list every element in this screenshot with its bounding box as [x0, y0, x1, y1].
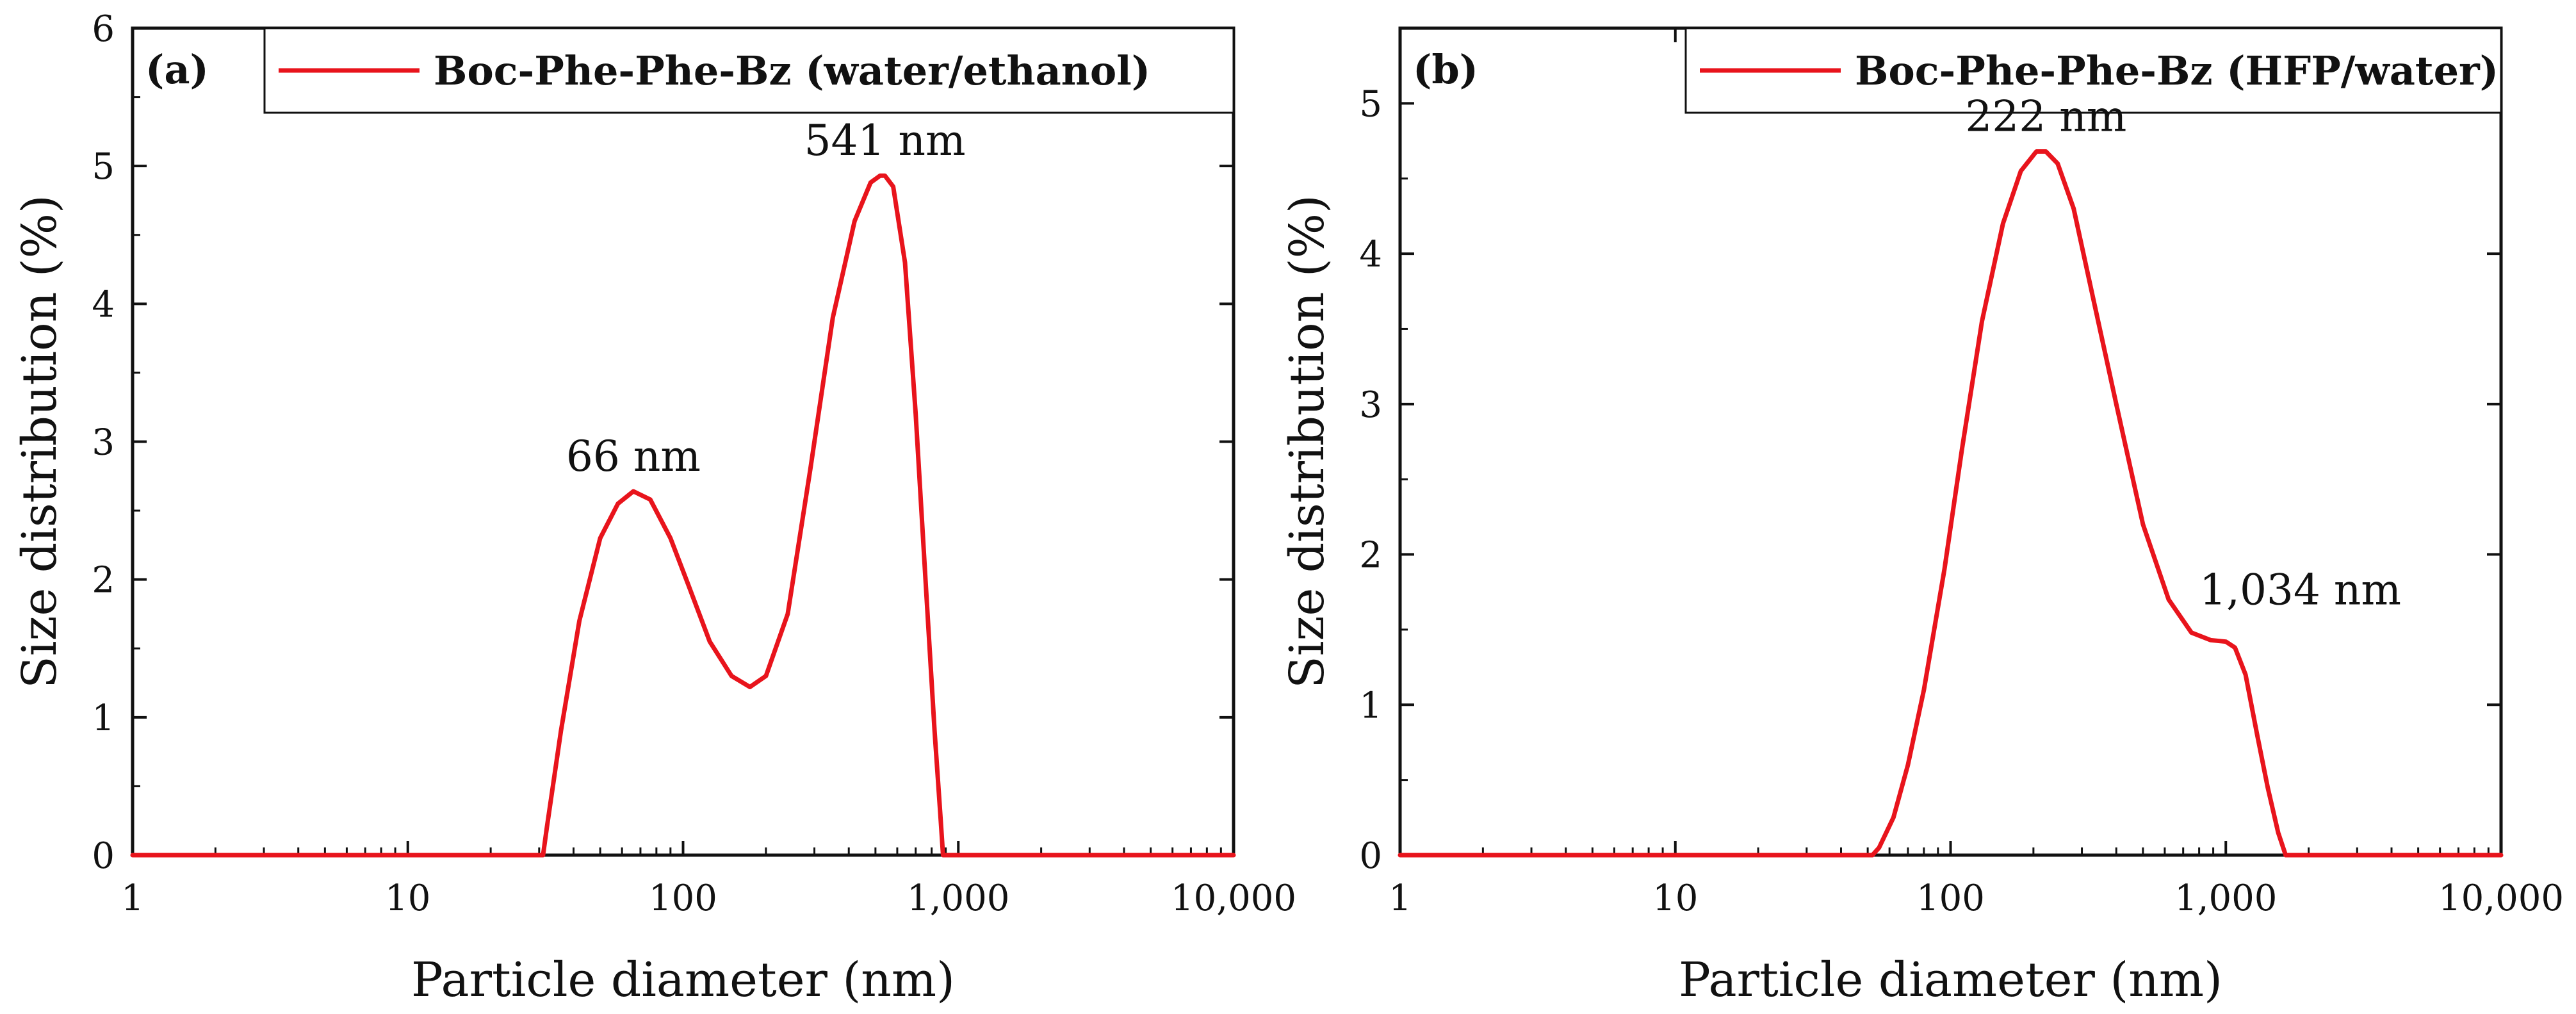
y-tick-label: 3 — [92, 422, 115, 464]
peak-annotation: 222 nm — [1965, 92, 2126, 141]
y-tick-label: 5 — [1359, 83, 1382, 125]
y-tick-label: 4 — [1359, 234, 1382, 275]
x-tick-label: 1,000 — [907, 878, 1009, 919]
peak-annotation: 66 nm — [566, 432, 701, 481]
x-tick-label: 1 — [1389, 878, 1412, 919]
legend-label: Boc-Phe-Phe-Bz (water/ethanol) — [434, 47, 1150, 94]
y-tick-label: 4 — [92, 284, 115, 325]
x-axis-title: Particle diameter (nm) — [411, 953, 955, 1008]
y-tick-label: 6 — [92, 8, 115, 50]
y-tick-label: 2 — [92, 560, 115, 601]
peak-annotation: 541 nm — [804, 116, 966, 165]
legend-box — [263, 27, 1235, 114]
panel-label: (b) — [1413, 46, 1478, 93]
y-tick-label: 1 — [1359, 685, 1382, 726]
series-line — [1398, 149, 2504, 858]
y-tick-label: 2 — [1359, 535, 1382, 577]
legend-label: Boc-Phe-Phe-Bz (HFP/water) — [1855, 47, 2499, 94]
x-tick-label: 100 — [649, 878, 717, 919]
y-tick-label: 3 — [1359, 384, 1382, 426]
x-tick-label: 1 — [121, 878, 144, 919]
x-tick-label: 10,000 — [2438, 878, 2564, 919]
x-tick-label: 10,000 — [1171, 878, 1296, 919]
x-axis-title: Particle diameter (nm) — [1679, 953, 2222, 1008]
panel-label: (a) — [145, 46, 209, 93]
x-tick-label: 10 — [385, 878, 430, 919]
series-line — [130, 173, 1236, 858]
y-axis-title: Size distribution (%) — [1280, 195, 1335, 689]
x-tick-label: 100 — [1916, 878, 1985, 919]
y-tick-label: 1 — [92, 698, 115, 739]
x-tick-label: 1,000 — [2174, 878, 2277, 919]
y-tick-label: 5 — [92, 146, 115, 188]
y-axis-title: Size distribution (%) — [12, 195, 67, 689]
x-tick-label: 10 — [1652, 878, 1698, 919]
y-tick-label: 0 — [1359, 835, 1382, 877]
peak-annotation: 1,034 nm — [2199, 566, 2401, 615]
plot-frame — [1398, 26, 2503, 857]
y-tick-label: 0 — [92, 835, 115, 877]
